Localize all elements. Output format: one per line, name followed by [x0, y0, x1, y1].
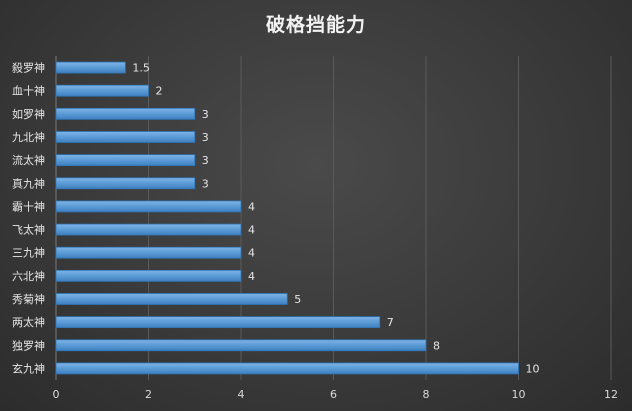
- bar-3: [55, 131, 196, 143]
- bar-2: [55, 107, 196, 120]
- labels: 0 2 4 6 8 10 12 殺罗神 1.5 血十神 2 如罗神 3 九北神 3 流太神 3 真九神 3 霸十神 4 飞…: [12, 61, 618, 401]
- bar-7: [55, 223, 242, 236]
- data-label: 7: [387, 316, 394, 329]
- bar-11: [55, 316, 381, 329]
- category-label: 流太神: [12, 153, 45, 167]
- bar-5: [55, 177, 196, 190]
- category-label: 飞太神: [12, 223, 45, 237]
- x-tick-label: 12: [604, 388, 618, 401]
- category-label: 霸十神: [12, 199, 45, 213]
- bar-6: [55, 200, 242, 213]
- category-label: 独罗神: [12, 338, 45, 352]
- bar-1: [55, 84, 149, 97]
- data-label: 4: [248, 224, 255, 237]
- x-tick-label: 4: [238, 388, 245, 401]
- data-label: 5: [294, 293, 301, 306]
- x-tick-label: 10: [512, 388, 526, 401]
- category-label: 玄九神: [12, 361, 45, 375]
- category-label: 三九神: [12, 246, 45, 260]
- x-tick-label: 8: [423, 388, 430, 401]
- bar-9: [55, 269, 242, 282]
- category-label: 如罗神: [12, 107, 45, 121]
- data-label: 3: [202, 131, 209, 144]
- x-tick-label: 2: [145, 388, 152, 401]
- data-label: 3: [202, 154, 209, 167]
- bar-10: [55, 293, 288, 305]
- data-label: 1.5: [132, 62, 150, 75]
- gridlines: [55, 56, 612, 380]
- x-tick-label: 0: [53, 388, 60, 401]
- data-label: 8: [433, 339, 440, 352]
- category-label: 秀菊神: [12, 292, 45, 306]
- category-label: 六北神: [12, 269, 45, 283]
- category-label: 真九神: [12, 176, 45, 190]
- chart-title: 破格挡能力: [265, 14, 366, 36]
- bar-4: [55, 154, 196, 167]
- bar-8: [55, 246, 242, 259]
- bar-13: [55, 362, 519, 375]
- data-label: 2: [156, 85, 163, 98]
- category-label: 两太神: [12, 315, 45, 329]
- category-label: 血十神: [12, 84, 45, 98]
- data-label: 4: [248, 270, 255, 283]
- data-label: 4: [248, 247, 255, 260]
- bar-0: [55, 61, 126, 74]
- category-label: 殺罗神: [12, 61, 45, 75]
- bars: [55, 61, 519, 375]
- category-label: 九北神: [12, 130, 45, 144]
- bar-12: [55, 339, 427, 352]
- data-label: 3: [202, 177, 209, 190]
- data-label: 10: [526, 362, 540, 375]
- data-label: 3: [202, 108, 209, 121]
- x-tick-label: 6: [330, 388, 337, 401]
- data-label: 4: [248, 200, 255, 213]
